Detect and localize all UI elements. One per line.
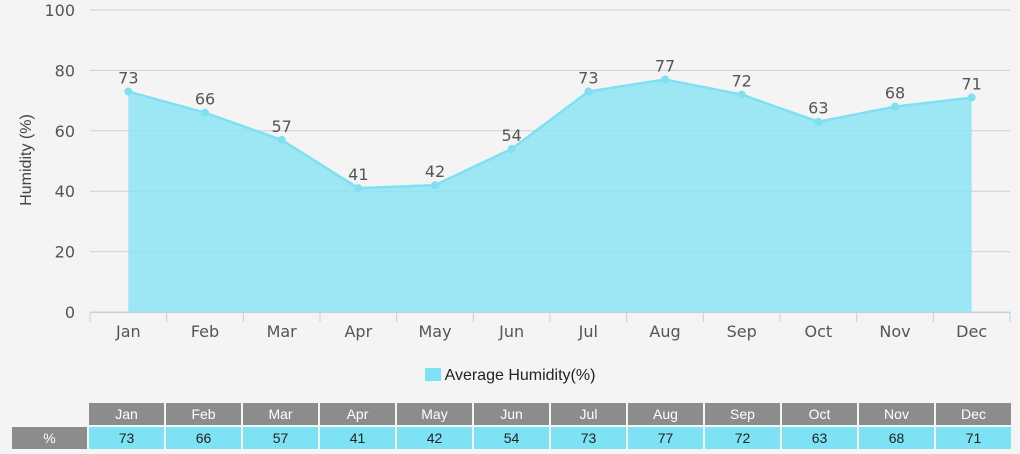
table-value-cell: 73 [89, 427, 164, 449]
table-header-cell: Jan [89, 403, 164, 425]
data-point [124, 87, 133, 96]
legend-swatch [424, 368, 441, 381]
area-fill [128, 79, 972, 313]
data-point [277, 135, 286, 144]
table-row-label: % [12, 427, 87, 449]
data-point [967, 93, 976, 102]
y-tick-label: 60 [55, 122, 75, 141]
table-value-row: % 73 66 57 41 42 54 73 77 72 63 68 71 [12, 427, 1011, 449]
x-tick-label: Jul [578, 322, 598, 341]
data-label: 73 [118, 69, 138, 88]
table-value-cell: 54 [474, 427, 549, 449]
table-header-row: Jan Feb Mar Apr May Jun Jul Aug Sep Oct Nov Dec [12, 403, 1011, 425]
data-label: 71 [961, 75, 981, 94]
y-tick-label: 0 [65, 303, 75, 322]
x-tick-label: Nov [879, 322, 910, 341]
data-label: 41 [348, 165, 368, 184]
table-value-cell: 57 [243, 427, 318, 449]
y-tick-label: 80 [55, 61, 75, 80]
data-label: 77 [655, 56, 675, 75]
data-labels: 73 66 57 41 42 54 73 77 72 63 68 71 [118, 56, 982, 184]
table-header-cell: Sep [705, 403, 780, 425]
table-value-cell: 42 [397, 427, 472, 449]
data-table: Jan Feb Mar Apr May Jun Jul Aug Sep Oct Nov Dec % 7… [10, 401, 1013, 451]
table-header-cell: Feb [166, 403, 241, 425]
x-tick-label: Oct [804, 322, 832, 341]
series-line [128, 78, 972, 190]
table-corner [12, 403, 87, 425]
x-tick-label: Mar [267, 322, 298, 341]
table-value-cell: 41 [320, 427, 395, 449]
x-tick-label: Sep [727, 322, 757, 341]
data-label: 66 [195, 90, 215, 109]
table-header-cell: Apr [320, 403, 395, 425]
table-header-cell: Aug [628, 403, 703, 425]
area-series-layer [128, 78, 972, 313]
x-tick-label: Jun [498, 322, 524, 341]
data-label: 42 [425, 162, 445, 181]
table-header-cell: Nov [859, 403, 934, 425]
y-axis: 0 20 40 60 80 100 [44, 1, 75, 322]
table-value-cell: 66 [166, 427, 241, 449]
x-tick-label: May [418, 322, 451, 341]
table-header-cell: Dec [936, 403, 1011, 425]
y-tick-label: 20 [55, 243, 75, 262]
table-header-cell: Jun [474, 403, 549, 425]
data-point [814, 117, 823, 126]
data-label: 63 [808, 99, 828, 118]
data-points [124, 75, 976, 193]
data-point [354, 184, 363, 193]
x-tick-label: Aug [649, 322, 680, 341]
table-value-cell: 77 [628, 427, 703, 449]
table-value-cell: 73 [551, 427, 626, 449]
data-point [431, 181, 439, 190]
y-tick-label: 100 [44, 1, 75, 20]
table-header-cell: May [397, 403, 472, 425]
data-point [201, 108, 209, 117]
data-point [584, 87, 593, 96]
data-label: 68 [885, 84, 905, 103]
x-tick-label: Apr [344, 322, 372, 341]
table-value-cell: 63 [782, 427, 857, 449]
x-tick-label: Feb [191, 322, 219, 341]
area-chart: Jan Feb Mar Apr May Jun Jul Aug Sep Oct Nov Dec 0 20… [18, 1, 1011, 341]
legend-label: Average Humidity(%) [444, 367, 596, 384]
table-value-cell: 72 [705, 427, 780, 449]
data-point [661, 75, 669, 84]
table-header-cell: Mar [243, 403, 318, 425]
y-axis-title: Humidity (%) [18, 114, 35, 206]
legend[interactable]: Average Humidity(%) [0, 367, 1020, 385]
data-point [737, 90, 746, 99]
table-value-cell: 68 [859, 427, 934, 449]
x-axis: Jan Feb Mar Apr May Jun Jul Aug Sep Oct Nov Dec [89, 312, 1011, 341]
data-label: 54 [501, 126, 521, 145]
data-label: 72 [731, 72, 751, 91]
x-tick-label: Dec [956, 322, 987, 341]
data-point [891, 102, 899, 111]
data-label: 73 [578, 69, 598, 88]
data-label: 57 [271, 117, 291, 136]
table-header-cell: Oct [782, 403, 857, 425]
y-tick-label: 40 [55, 182, 75, 201]
x-tick-label: Jan [115, 322, 141, 341]
table-value-cell: 71 [936, 427, 1011, 449]
table-header-cell: Jul [551, 403, 626, 425]
data-point [507, 144, 516, 153]
